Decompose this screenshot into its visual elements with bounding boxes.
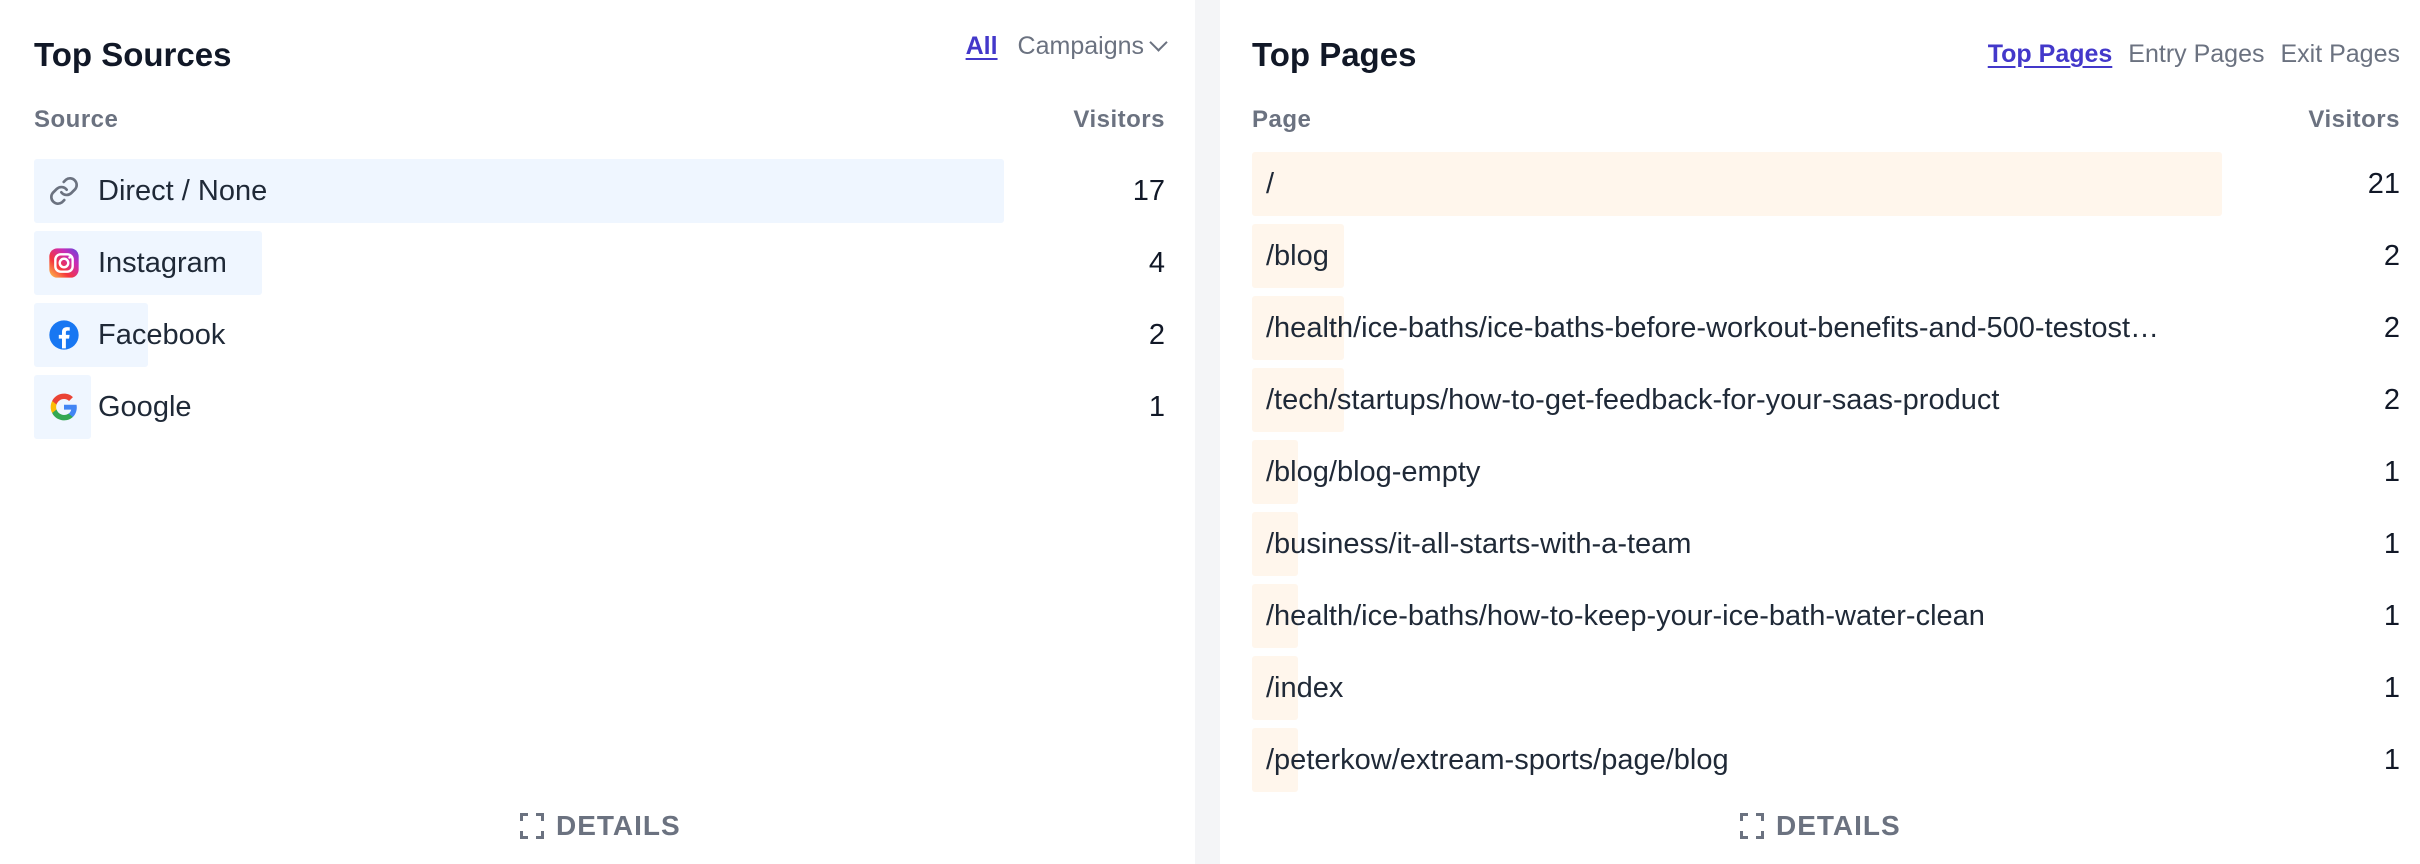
page-path: /tech/startups/how-to-get-feedback-for-y… — [1266, 384, 2000, 416]
page-column-header: Page — [1252, 106, 1312, 133]
page-visitors-count: 1 — [2383, 600, 2400, 632]
instagram-icon — [48, 247, 80, 279]
source-visitors-count: 17 — [1132, 175, 1165, 207]
source-row-instagram[interactable]: Instagram 4 — [34, 231, 1165, 295]
visitors-bar — [1252, 728, 1299, 792]
page-row[interactable]: /health/ice-baths/how-to-keep-your-ice-b… — [1252, 584, 2400, 648]
sources-details-button[interactable]: DETAILS — [520, 810, 681, 842]
page-visitors-count: 21 — [2367, 168, 2400, 200]
page-path: /health/ice-baths/how-to-keep-your-ice-b… — [1266, 600, 1985, 632]
page-row[interactable]: /peterkow/extream-sports/page/blog 1 — [1252, 728, 2400, 792]
sources-tabs: All Campaigns — [965, 32, 1168, 61]
source-visitors-count: 1 — [1148, 391, 1165, 423]
page-visitors-count: 1 — [2383, 672, 2400, 704]
details-label: DETAILS — [556, 810, 681, 841]
chevron-down-icon — [1149, 33, 1168, 52]
expand-icon — [520, 813, 544, 839]
page-row[interactable]: /blog/blog-empty 1 — [1252, 440, 2400, 504]
page-row[interactable]: / 21 — [1252, 152, 2400, 216]
pages-details-button[interactable]: DETAILS — [1740, 810, 1901, 842]
page-visitors-count: 1 — [2383, 456, 2400, 488]
tab-campaigns-label: Campaigns — [1017, 32, 1144, 60]
visitors-bar — [34, 375, 92, 439]
source-row-google[interactable]: Google 1 — [34, 375, 1165, 439]
page-visitors-count: 1 — [2383, 744, 2400, 776]
tab-top-pages[interactable]: Top Pages — [1987, 40, 2113, 68]
details-label: DETAILS — [1776, 810, 1901, 841]
source-visitors-count: 4 — [1148, 247, 1165, 279]
top-pages-title: Top Pages — [1252, 36, 1417, 73]
pages-tabs: Top Pages Entry Pages Exit Pages — [1988, 40, 2400, 69]
source-label: Google — [98, 391, 192, 423]
sources-visitors-column-header: Visitors — [1073, 106, 1165, 133]
visitors-bar — [1252, 584, 1299, 648]
source-label: Direct / None — [98, 175, 268, 207]
visitors-bar — [1252, 512, 1299, 576]
expand-icon — [1740, 813, 1764, 839]
google-icon — [48, 391, 80, 423]
top-pages-panel: Top Pages Top Pages Entry Pages Exit Pag… — [1220, 0, 2420, 864]
source-label: Instagram — [98, 247, 227, 279]
source-visitors-count: 2 — [1148, 319, 1165, 351]
page-path: /blog/blog-empty — [1266, 456, 1481, 488]
tab-entry-pages[interactable]: Entry Pages — [2128, 40, 2265, 68]
page-visitors-count: 2 — [2383, 240, 2400, 272]
top-sources-title: Top Sources — [34, 36, 232, 73]
page-row[interactable]: /index 1 — [1252, 656, 2400, 720]
source-column-header: Source — [34, 106, 119, 133]
source-label: Facebook — [98, 319, 226, 351]
source-row-facebook[interactable]: Facebook 2 — [34, 303, 1165, 367]
page-path: /health/ice-baths/ice-baths-before-worko… — [1266, 312, 2160, 344]
page-path: /index — [1266, 672, 1344, 704]
visitors-bar — [1252, 440, 1299, 504]
page-path: /peterkow/extream-sports/page/blog — [1266, 744, 1729, 776]
visitors-bar — [1252, 656, 1299, 720]
page-visitors-count: 1 — [2383, 528, 2400, 560]
tab-all[interactable]: All — [965, 32, 998, 60]
top-sources-panel: Top Sources All Campaigns Source Visitor… — [0, 0, 1195, 864]
tab-exit-pages[interactable]: Exit Pages — [2280, 40, 2400, 68]
visitors-bar — [34, 159, 1004, 223]
visitors-bar — [1252, 224, 1345, 288]
page-row[interactable]: /blog 2 — [1252, 224, 2400, 288]
page-visitors-count: 2 — [2383, 312, 2400, 344]
link-icon — [48, 175, 80, 207]
visitors-bar — [1252, 152, 2222, 216]
page-visitors-count: 2 — [2383, 384, 2400, 416]
visitors-bar — [1252, 296, 1345, 360]
page-path: /business/it-all-starts-with-a-team — [1266, 528, 1692, 560]
tab-campaigns[interactable]: Campaigns — [1017, 32, 1168, 61]
pages-visitors-column-header: Visitors — [2308, 106, 2400, 133]
page-path: / — [1266, 168, 1275, 200]
page-row[interactable]: /health/ice-baths/ice-baths-before-worko… — [1252, 296, 2400, 360]
page-row[interactable]: /tech/startups/how-to-get-feedback-for-y… — [1252, 368, 2400, 432]
page-path: /blog — [1266, 240, 1329, 272]
facebook-icon — [48, 319, 80, 351]
page-row[interactable]: /business/it-all-starts-with-a-team 1 — [1252, 512, 2400, 576]
source-row-direct[interactable]: Direct / None 17 — [34, 159, 1165, 223]
visitors-bar — [1252, 368, 1345, 432]
